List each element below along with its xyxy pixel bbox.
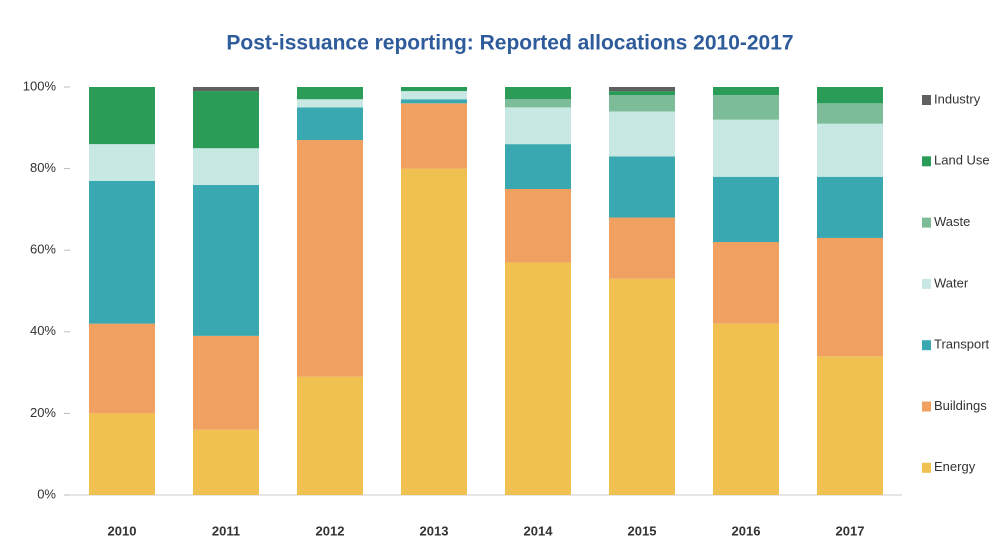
- bar-segment: [193, 335, 259, 430]
- bar-segment: [89, 413, 155, 495]
- bar-segment: [193, 429, 259, 495]
- bar-segment: [609, 156, 675, 218]
- legend-label: Energy: [934, 459, 976, 474]
- bar-segment: [193, 148, 259, 185]
- bar-segment: [297, 87, 363, 100]
- bar-segment: [297, 99, 363, 108]
- bar-segment: [609, 217, 675, 279]
- bar-segment: [817, 176, 883, 238]
- bar-segment: [609, 278, 675, 495]
- x-tick-label: 2016: [732, 523, 761, 538]
- bar-segment: [401, 87, 467, 92]
- legend-label: Water: [934, 275, 969, 290]
- bar-segment: [817, 123, 883, 177]
- x-tick-label: 2010: [108, 523, 137, 538]
- y-tick-label: 0%: [37, 486, 56, 501]
- legend-label: Transport: [934, 337, 990, 352]
- bar-segment: [713, 323, 779, 495]
- bar-segment: [713, 119, 779, 177]
- bar-segment: [505, 99, 571, 108]
- bar-segment: [401, 168, 467, 495]
- bar-segment: [713, 176, 779, 243]
- x-tick-label: 2015: [628, 523, 657, 538]
- y-tick-label: 60%: [30, 242, 56, 257]
- x-tick-label: 2017: [836, 523, 865, 538]
- bar-segment: [89, 180, 155, 324]
- legend-swatch: [922, 95, 931, 105]
- y-tick-label: 100%: [23, 78, 57, 93]
- bar-segment: [89, 323, 155, 414]
- bar-segment: [505, 144, 571, 189]
- x-tick-label: 2013: [420, 523, 449, 538]
- bar-segment: [713, 95, 779, 120]
- x-tick-label: 2011: [212, 523, 240, 538]
- bar-segment: [89, 87, 155, 145]
- y-tick-label: 20%: [30, 405, 56, 420]
- bar-segment: [817, 237, 883, 357]
- bar-segment: [401, 103, 467, 169]
- y-tick-label: 40%: [30, 323, 56, 338]
- bar-segment: [401, 91, 467, 100]
- legend-label: Waste: [934, 214, 970, 229]
- legend-label: Buildings: [934, 398, 987, 413]
- bar-segment: [401, 99, 467, 104]
- legend-swatch: [922, 278, 931, 289]
- legend-swatch: [922, 217, 931, 228]
- bar-segment: [609, 95, 675, 112]
- legend-swatch: [922, 340, 931, 351]
- legend-swatch: [922, 401, 931, 412]
- bar-segment: [609, 111, 675, 157]
- bar-segment: [713, 242, 779, 324]
- x-tick-label: 2012: [316, 523, 345, 538]
- legend-swatch: [922, 462, 931, 473]
- bar-segment: [193, 184, 259, 336]
- bar-segment: [817, 87, 883, 104]
- bar-segment: [817, 103, 883, 124]
- bar-segment: [505, 189, 571, 263]
- bar-segment: [193, 91, 259, 149]
- legend-label: Industry: [934, 91, 981, 106]
- legend-label: Land Use: [934, 153, 990, 168]
- chart-title: Post-issuance reporting: Reported alloca…: [226, 32, 793, 55]
- bar-segment: [297, 107, 363, 141]
- bar-segment: [505, 107, 571, 145]
- bar-segment: [713, 87, 779, 96]
- bar-segment: [817, 356, 883, 495]
- bar-segment: [609, 91, 675, 96]
- bar-segment: [193, 87, 259, 92]
- x-tick-label: 2014: [524, 523, 554, 538]
- bar-segment: [297, 376, 363, 495]
- legend-swatch: [922, 156, 931, 167]
- bar-segment: [609, 87, 675, 92]
- bar-segment: [89, 144, 155, 181]
- bar-segment: [505, 87, 571, 100]
- bar-segment: [505, 262, 571, 495]
- y-tick-label: 80%: [30, 160, 56, 175]
- bar-segment: [297, 140, 363, 377]
